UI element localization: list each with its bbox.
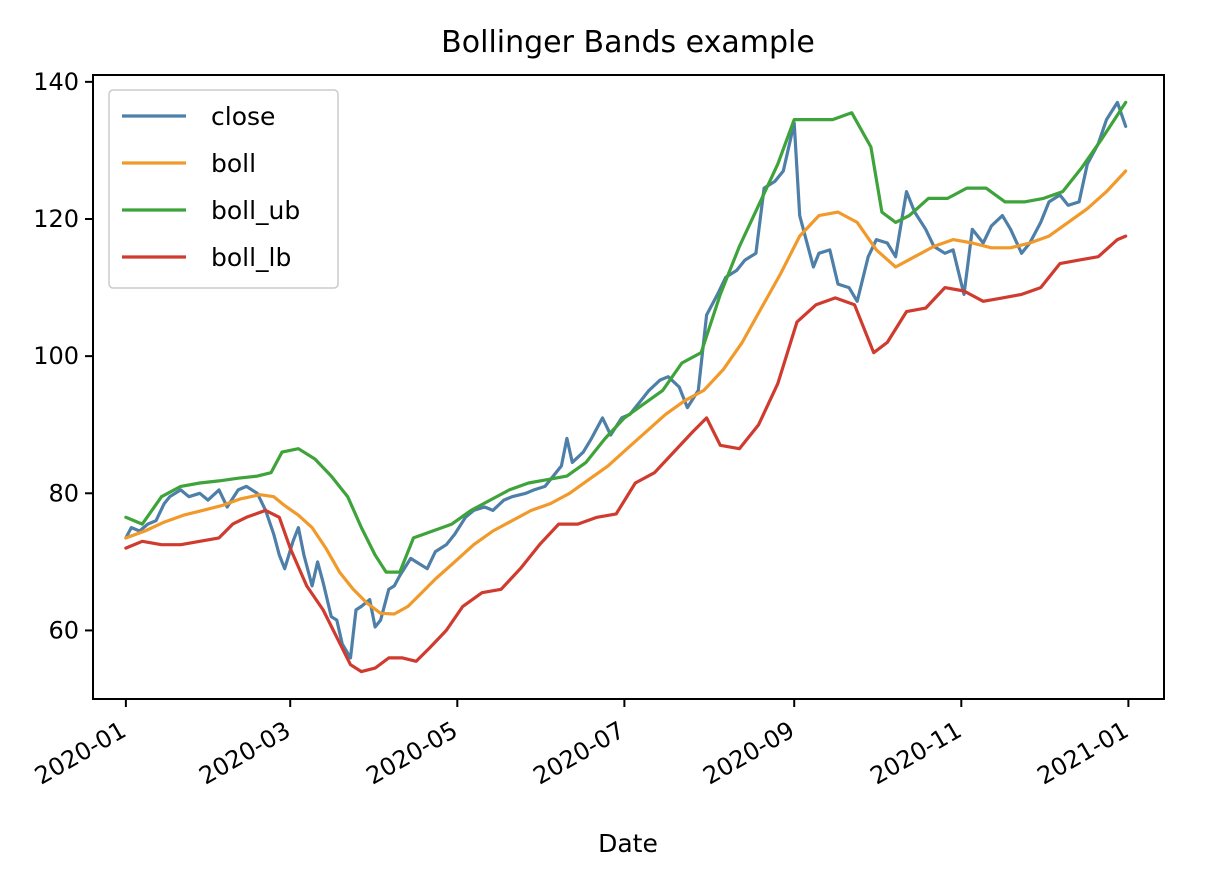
y-tick-label: 120 [33, 205, 79, 233]
series-line-boll [124, 169, 1128, 616]
x-tick-label: 2020-07 [529, 716, 630, 790]
legend-label-boll-lb: boll_lb [211, 243, 291, 272]
y-tick-label: 60 [48, 616, 79, 644]
x-tick-label: 2020-03 [194, 716, 295, 790]
chart-title: Bollinger Bands example [441, 25, 815, 60]
x-tick-label: 2020-05 [361, 716, 462, 790]
plot-frame [92, 74, 1165, 700]
y-tick-label: 80 [48, 479, 79, 507]
x-tick-label: 2020-11 [865, 716, 966, 790]
legend-label-boll-ub: boll_ub [211, 196, 300, 225]
y-axis: 60 80 100 120 140 [33, 68, 93, 644]
x-tick-label: 2020-09 [698, 716, 799, 790]
series-line-boll-ub [124, 100, 1128, 574]
legend-box [108, 89, 339, 289]
series-layer [124, 100, 1128, 674]
legend-label-close: close [211, 102, 275, 131]
x-tick-label: 2020-01 [30, 716, 131, 790]
series-line-boll-lb [124, 234, 1128, 674]
x-axis-label: Date [598, 829, 658, 858]
x-axis: 2020-01 2020-03 2020-05 2020-07 2020-09 2020-… [30, 699, 1133, 790]
legend: close boll boll_ub boll_lb [108, 89, 339, 289]
y-tick-label: 140 [33, 68, 79, 96]
legend-label-boll: boll [211, 149, 256, 178]
y-tick-label: 100 [33, 342, 79, 370]
x-tick-label: 2021-01 [1033, 716, 1134, 790]
series-line-close [124, 100, 1128, 660]
plot-area [124, 100, 1128, 674]
